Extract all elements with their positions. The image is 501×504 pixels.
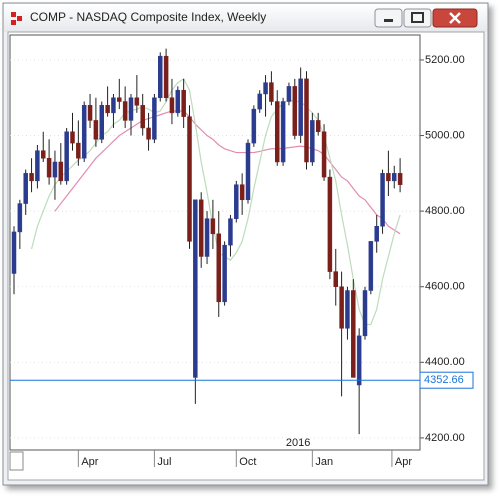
y-tick-label: 5000.00 (425, 129, 465, 141)
candle-body (58, 161, 64, 182)
candle-body (292, 86, 298, 136)
candle-body (204, 218, 210, 257)
candle-body (76, 142, 81, 159)
candle-body (140, 105, 145, 129)
candle-body (117, 97, 122, 102)
candle-body (310, 120, 315, 163)
scroll-box[interactable] (9, 451, 24, 471)
app-icon (11, 12, 22, 25)
candle-body (386, 173, 391, 182)
candle-body (128, 97, 134, 121)
candle-body (339, 286, 344, 329)
candle-body (210, 218, 216, 235)
candle-body (275, 101, 280, 163)
candle-body (239, 184, 245, 201)
candle-body (198, 199, 204, 257)
candle-body (245, 142, 251, 201)
candle-body (304, 78, 309, 163)
maximize-button[interactable] (403, 8, 432, 28)
candle-body (286, 86, 292, 102)
year-label: 2016 (286, 437, 310, 449)
candle-body (17, 203, 23, 233)
candle-body (362, 290, 368, 337)
candle-body (70, 131, 75, 144)
y-tick-label: 4600.00 (425, 281, 465, 293)
x-tick-label: Apr (81, 456, 98, 468)
y-tick-label: 5200.00 (425, 54, 465, 66)
candle-body (368, 241, 374, 291)
candle-body (35, 150, 40, 182)
candle-body (315, 120, 321, 133)
candle-body (351, 290, 356, 378)
candle-body (222, 244, 227, 303)
candle-body (193, 199, 198, 378)
candle-body (11, 231, 17, 274)
candle-body (345, 290, 350, 329)
candle-body (64, 131, 69, 182)
reference-label: 4352.66 (424, 374, 464, 386)
candle-body (321, 131, 327, 178)
candle-body (41, 150, 46, 159)
minimize-icon (384, 19, 393, 22)
plot: 4200.00 4400.00 4600.00 4800.00 5000.00 5200.… (10, 48, 474, 468)
y-tick-label: 4200.00 (425, 432, 465, 444)
candle-body (257, 93, 262, 110)
candle-body (234, 184, 239, 219)
candle-body (175, 89, 181, 114)
candle-body (93, 120, 99, 140)
close-icon (449, 12, 461, 24)
candle-body (397, 173, 403, 185)
candle-body (280, 101, 286, 163)
candle-body (158, 55, 163, 98)
candle-body (327, 176, 333, 272)
reference-label-box (419, 371, 474, 389)
candle-body (163, 55, 169, 98)
candle-body (146, 127, 151, 140)
x-tick-label: Oct (239, 456, 256, 468)
candle-body (374, 225, 379, 242)
candle-body (263, 82, 268, 95)
candle-body (181, 89, 186, 117)
candle-body (111, 97, 116, 114)
minimize-button[interactable] (374, 8, 403, 28)
x-tick-label: Apr (395, 456, 412, 468)
candle-body (216, 233, 221, 303)
window-title: COMP - NASDAQ Composite Index, Weekly (30, 10, 266, 24)
y-tick-label: 4800.00 (425, 205, 465, 217)
candle-body (269, 82, 274, 102)
candle-body (29, 173, 34, 182)
candle-body (134, 97, 140, 106)
candle-body (228, 218, 233, 246)
candle-body (152, 97, 157, 140)
candle-body (46, 157, 52, 178)
candle-body (187, 116, 192, 242)
candle-body (81, 105, 87, 159)
candle-body (122, 101, 128, 121)
x-tick-label: Jul (157, 456, 171, 468)
candle-body (87, 105, 93, 121)
candle-body (380, 173, 385, 227)
moving-average-line (54, 110, 401, 235)
moving-average-line (30, 77, 401, 326)
candle-body (169, 97, 175, 114)
plot-area (9, 34, 421, 451)
candle-body (251, 108, 257, 144)
candle-body (52, 161, 58, 178)
candle-body (392, 173, 397, 182)
candle-body (356, 335, 362, 386)
candle-body (105, 105, 110, 114)
maximize-icon (411, 12, 424, 23)
candle-body (23, 173, 28, 204)
candle-body (333, 271, 338, 287)
candle-body (99, 105, 104, 140)
x-tick-label: Jan (315, 456, 333, 468)
candle-body (298, 78, 303, 136)
y-tick-label: 4400.00 (425, 356, 465, 368)
